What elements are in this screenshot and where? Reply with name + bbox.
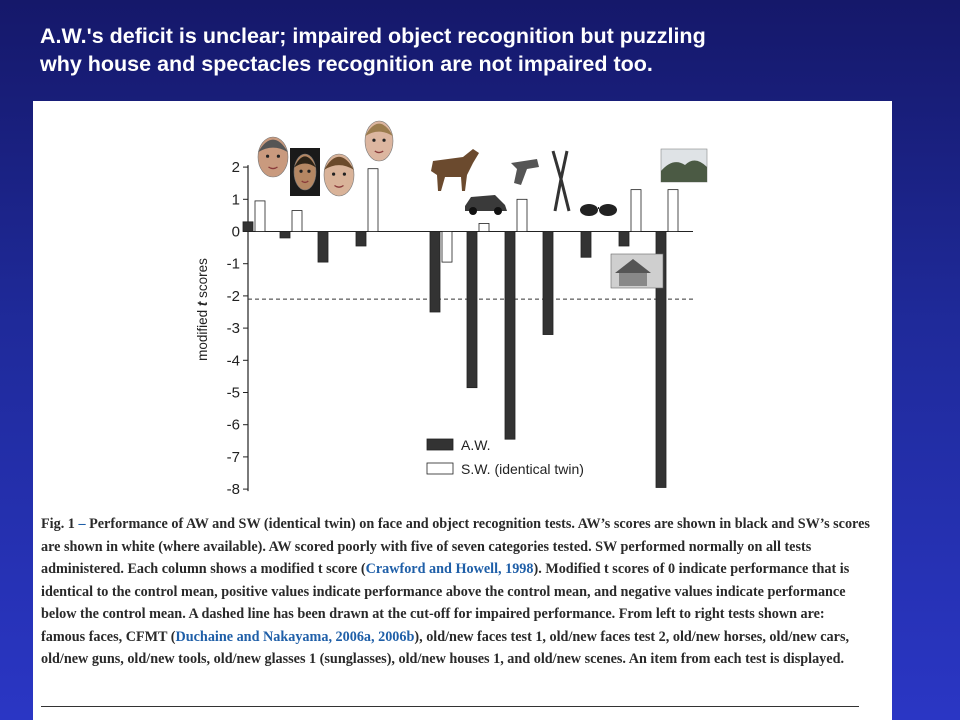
pliers-shape — [551, 150, 571, 212]
car-icon — [465, 195, 507, 215]
caption-text-3: ), old/new faces test 1, old/new faces t… — [41, 628, 850, 668]
bar-chart: 2 1 0 -1 -2 -3 -4 -5 -6 -7 -8 modified t scores A.W.… — [195, 120, 708, 498]
bar-sw — [478, 223, 490, 232]
bar-aw — [355, 231, 367, 247]
caption-text-1: Performance of AW and SW (identical twin… — [41, 516, 870, 577]
pliers-icon — [551, 150, 571, 212]
gun-icon — [511, 159, 539, 185]
face-hair — [365, 123, 393, 137]
bar-aw — [504, 231, 516, 440]
sunglasses-lens — [580, 204, 598, 216]
caption-citation-2[interactable]: Duchaine and Nakayama, 2006a, 2006b — [175, 628, 415, 645]
slide-title-line-2: why house and spectacles recognition are… — [40, 52, 653, 76]
bar-aw — [429, 231, 441, 313]
figure-panel: 2 1 0 -1 -2 -3 -4 -5 -6 -7 -8 modified t scores A.W.… — [33, 101, 892, 720]
face-eye — [266, 154, 270, 158]
face-icon — [293, 153, 317, 191]
y-tick-label: -5 — [227, 385, 240, 402]
y-tick-label: -4 — [227, 352, 240, 369]
horse-icon — [431, 149, 479, 191]
sunglasses-icon — [580, 204, 617, 216]
y-tick-label: -7 — [227, 449, 240, 466]
y-tick-label: 0 — [232, 224, 240, 241]
face-eye — [276, 154, 280, 158]
bar-aw — [655, 231, 667, 488]
face-mouth — [268, 166, 278, 170]
bar-sw — [367, 168, 379, 232]
scene-trees — [661, 160, 707, 182]
bar-aw — [466, 231, 478, 389]
face-eye — [332, 172, 336, 176]
bar-sw — [516, 198, 528, 232]
car-body — [465, 195, 507, 211]
horse-body — [431, 149, 479, 191]
car-wheel — [469, 207, 477, 215]
slide-title-line-1: A.W.'s deficit is unclear; impaired obje… — [40, 24, 706, 48]
bar-sw — [667, 189, 679, 232]
caption-citation-1[interactable]: Crawford and Howell, 1998 — [365, 561, 534, 577]
bar-sw — [291, 210, 303, 232]
bar-sw — [630, 189, 642, 232]
gun-body — [511, 159, 539, 185]
y-tick-label: -1 — [227, 256, 240, 273]
face-mouth — [334, 184, 344, 188]
bar-aw — [618, 231, 630, 247]
y-tick-label: -8 — [227, 481, 240, 498]
face-icon — [257, 136, 289, 178]
bar-sw — [254, 200, 266, 232]
face-icon — [364, 120, 394, 162]
y-tick-label: 2 — [232, 159, 240, 176]
legend-swatch-sw — [426, 462, 454, 475]
y-tick-label: -2 — [227, 288, 240, 305]
caption-fig-label: Fig. 1 — [41, 516, 75, 532]
y-tick-label: 1 — [232, 191, 240, 208]
face-eye — [382, 138, 386, 142]
house-icon — [610, 253, 664, 289]
house-wall — [619, 273, 647, 286]
bar-aw — [542, 231, 554, 335]
figure-caption: Fig. 1 – Performance of AW and SW (ident… — [41, 513, 871, 671]
face-mouth — [301, 180, 309, 184]
legend-label-sw: S.W. (identical twin) — [461, 461, 584, 477]
y-tick-label: -3 — [227, 320, 240, 337]
face-mouth — [374, 150, 384, 154]
face-eye — [342, 172, 346, 176]
bar-aw — [317, 231, 329, 263]
scene-icon — [660, 148, 708, 183]
car-wheel — [494, 207, 502, 215]
slide-title: A.W.'s deficit is unclear; impaired obje… — [40, 22, 920, 78]
face-hair — [294, 156, 316, 168]
face-icon — [323, 153, 355, 197]
sunglasses-lens — [599, 204, 617, 216]
face-eye — [372, 138, 376, 142]
house-roof — [615, 259, 651, 273]
bar-aw — [242, 221, 254, 232]
bar-aw — [580, 231, 592, 258]
face-eye — [307, 169, 311, 173]
caption-text-2: ). Modified t scores of 0 indicate perfo… — [41, 561, 850, 645]
bar-sw — [441, 231, 453, 263]
legend-swatch-aw — [426, 438, 454, 451]
caption-dash: – — [74, 516, 90, 532]
face-hair — [324, 156, 354, 170]
y-axis-label: modified t scores — [195, 258, 210, 361]
face-hair — [258, 139, 288, 153]
y-tick-label: -6 — [227, 417, 240, 434]
face-eye — [299, 169, 303, 173]
bar-aw — [279, 231, 291, 239]
legend-label-aw: A.W. — [461, 437, 491, 453]
caption-divider — [41, 706, 859, 707]
